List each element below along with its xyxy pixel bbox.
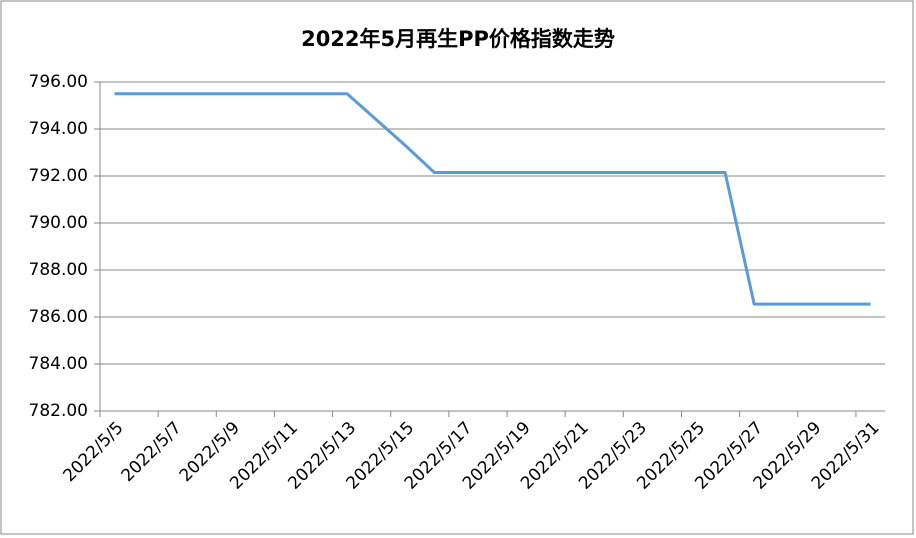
y-tick-label: 784.00 xyxy=(29,354,88,374)
y-tick-label: 794.00 xyxy=(29,119,88,139)
line xyxy=(114,92,871,306)
y-tick-label: 782.00 xyxy=(29,401,88,421)
y-tick-label: 786.00 xyxy=(29,307,88,327)
y-tick-label: 792.00 xyxy=(29,166,88,186)
chart-title: 2022年5月再生PP价格指数走势 xyxy=(301,27,615,51)
y-tick-label: 788.00 xyxy=(29,260,88,280)
y-tick-label: 796.00 xyxy=(29,72,88,92)
y-tick-label: 790.00 xyxy=(29,213,88,233)
